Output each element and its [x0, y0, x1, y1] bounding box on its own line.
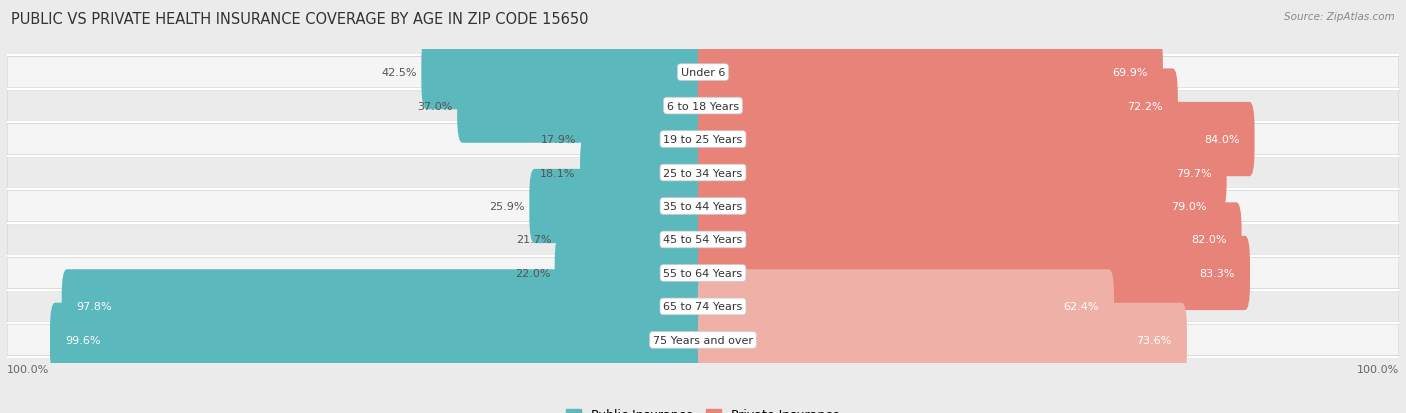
Text: 18.1%: 18.1% — [540, 168, 575, 178]
FancyBboxPatch shape — [529, 169, 709, 244]
Text: 100.0%: 100.0% — [1357, 364, 1399, 374]
FancyBboxPatch shape — [697, 303, 1187, 377]
Text: 99.6%: 99.6% — [65, 335, 100, 345]
Text: 82.0%: 82.0% — [1191, 235, 1226, 245]
FancyBboxPatch shape — [697, 69, 1178, 143]
FancyBboxPatch shape — [7, 124, 1399, 156]
Text: PUBLIC VS PRIVATE HEALTH INSURANCE COVERAGE BY AGE IN ZIP CODE 15650: PUBLIC VS PRIVATE HEALTH INSURANCE COVER… — [11, 12, 589, 27]
FancyBboxPatch shape — [555, 236, 709, 310]
Text: Source: ZipAtlas.com: Source: ZipAtlas.com — [1284, 12, 1395, 22]
Text: 25.9%: 25.9% — [489, 202, 524, 211]
FancyBboxPatch shape — [7, 224, 1399, 256]
FancyBboxPatch shape — [62, 270, 709, 344]
FancyBboxPatch shape — [697, 103, 1254, 177]
FancyBboxPatch shape — [557, 203, 709, 277]
Text: 35 to 44 Years: 35 to 44 Years — [664, 202, 742, 211]
FancyBboxPatch shape — [7, 291, 1399, 323]
Text: 45 to 54 Years: 45 to 54 Years — [664, 235, 742, 245]
Text: 6 to 18 Years: 6 to 18 Years — [666, 101, 740, 112]
FancyBboxPatch shape — [581, 136, 709, 210]
FancyBboxPatch shape — [7, 191, 1399, 222]
FancyBboxPatch shape — [697, 169, 1222, 244]
FancyBboxPatch shape — [7, 57, 1399, 89]
Text: 37.0%: 37.0% — [418, 101, 453, 112]
FancyBboxPatch shape — [697, 36, 1163, 110]
FancyBboxPatch shape — [697, 236, 1250, 310]
Text: 17.9%: 17.9% — [541, 135, 576, 145]
FancyBboxPatch shape — [422, 36, 709, 110]
Text: 97.8%: 97.8% — [76, 301, 112, 312]
Text: 25 to 34 Years: 25 to 34 Years — [664, 168, 742, 178]
FancyBboxPatch shape — [697, 203, 1241, 277]
FancyBboxPatch shape — [7, 90, 1399, 122]
Text: 19 to 25 Years: 19 to 25 Years — [664, 135, 742, 145]
Text: 62.4%: 62.4% — [1063, 301, 1099, 312]
Text: 79.0%: 79.0% — [1171, 202, 1208, 211]
Text: 69.9%: 69.9% — [1112, 68, 1147, 78]
Text: 72.2%: 72.2% — [1128, 101, 1163, 112]
Legend: Public Insurance, Private Insurance: Public Insurance, Private Insurance — [561, 404, 845, 413]
FancyBboxPatch shape — [7, 257, 1399, 289]
Text: 75 Years and over: 75 Years and over — [652, 335, 754, 345]
FancyBboxPatch shape — [51, 303, 709, 377]
Text: 21.7%: 21.7% — [516, 235, 553, 245]
FancyBboxPatch shape — [581, 103, 709, 177]
Text: 83.3%: 83.3% — [1199, 268, 1234, 278]
Text: 42.5%: 42.5% — [381, 68, 416, 78]
Text: 100.0%: 100.0% — [7, 364, 49, 374]
FancyBboxPatch shape — [457, 69, 709, 143]
Text: 22.0%: 22.0% — [515, 268, 550, 278]
Text: 55 to 64 Years: 55 to 64 Years — [664, 268, 742, 278]
Text: 73.6%: 73.6% — [1136, 335, 1173, 345]
FancyBboxPatch shape — [7, 157, 1399, 189]
Text: 65 to 74 Years: 65 to 74 Years — [664, 301, 742, 312]
Text: 84.0%: 84.0% — [1204, 135, 1240, 145]
FancyBboxPatch shape — [697, 136, 1226, 210]
Text: Under 6: Under 6 — [681, 68, 725, 78]
FancyBboxPatch shape — [697, 270, 1114, 344]
Text: 79.7%: 79.7% — [1175, 168, 1212, 178]
FancyBboxPatch shape — [7, 324, 1399, 356]
